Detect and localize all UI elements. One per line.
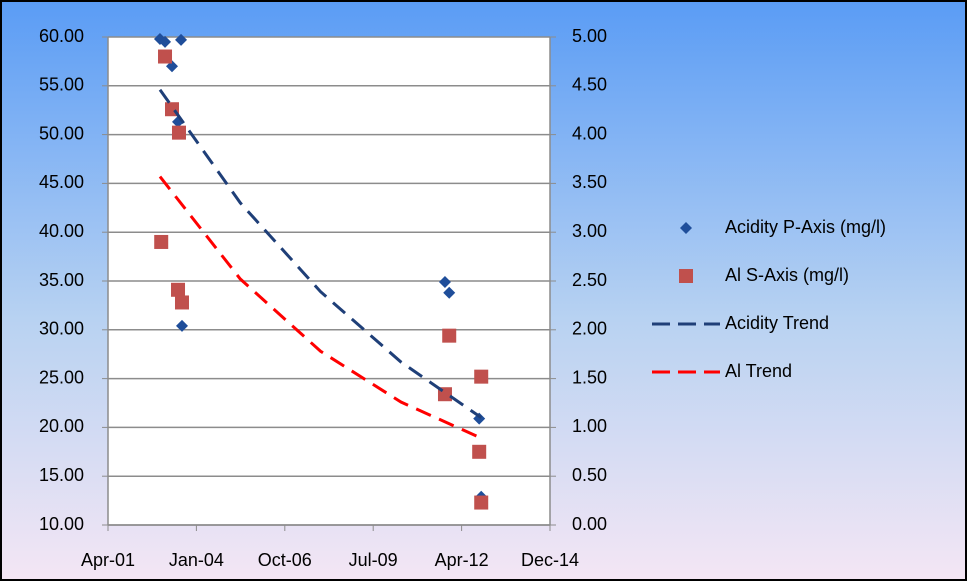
point	[171, 282, 186, 297]
x-tick-label: Apr-01	[81, 550, 135, 570]
y2-tick-label: 5.00	[572, 26, 607, 46]
y-tick-label: 55.00	[39, 75, 84, 95]
y-tick-label: 40.00	[39, 221, 84, 241]
y-tick-label: 15.00	[39, 465, 84, 485]
y-tick-label: 25.00	[39, 367, 84, 387]
y-tick-label: 20.00	[39, 416, 84, 436]
legend-label: Acidity Trend	[725, 313, 829, 333]
point	[443, 286, 456, 299]
point	[442, 328, 457, 343]
point	[175, 33, 188, 46]
y-tick-label: 30.00	[39, 319, 84, 339]
x-tick-label: Jul-09	[349, 550, 398, 570]
y2-tick-label: 2.50	[572, 270, 607, 290]
legend-label: Al S-Axis (mg/l)	[725, 265, 849, 285]
legend-marker	[679, 269, 693, 283]
legend-label: Al Trend	[725, 361, 792, 381]
x-tick-label: Jan-04	[169, 550, 224, 570]
point	[474, 495, 489, 510]
y2-tick-label: 0.00	[572, 514, 607, 534]
y-tick-label: 50.00	[39, 123, 84, 143]
trend-line	[158, 88, 483, 419]
x-tick-label: Apr-12	[435, 550, 489, 570]
point	[154, 234, 169, 249]
y2-tick-label: 1.00	[572, 416, 607, 436]
y-tick-label: 10.00	[39, 514, 84, 534]
point	[472, 444, 487, 459]
point	[158, 49, 173, 64]
x-tick-label: Oct-06	[258, 550, 312, 570]
point	[171, 125, 186, 140]
y2-tick-label: 3.50	[572, 172, 607, 192]
y2-tick-label: 4.00	[572, 123, 607, 143]
y-tick-label: 45.00	[39, 172, 84, 192]
point	[175, 319, 188, 332]
point	[174, 295, 189, 310]
y2-tick-label: 3.00	[572, 221, 607, 241]
x-tick-label: Dec-14	[521, 550, 579, 570]
y2-tick-label: 4.50	[572, 75, 607, 95]
legend-marker	[680, 222, 692, 234]
trend-line	[158, 175, 482, 440]
point	[474, 369, 489, 384]
y2-tick-label: 2.00	[572, 319, 607, 339]
y-tick-label: 60.00	[39, 26, 84, 46]
point	[159, 35, 172, 48]
y2-tick-label: 0.50	[572, 465, 607, 485]
y-tick-label: 35.00	[39, 270, 84, 290]
y2-tick-label: 1.50	[572, 367, 607, 387]
point	[438, 275, 451, 288]
legend-label: Acidity P-Axis (mg/l)	[725, 217, 886, 237]
